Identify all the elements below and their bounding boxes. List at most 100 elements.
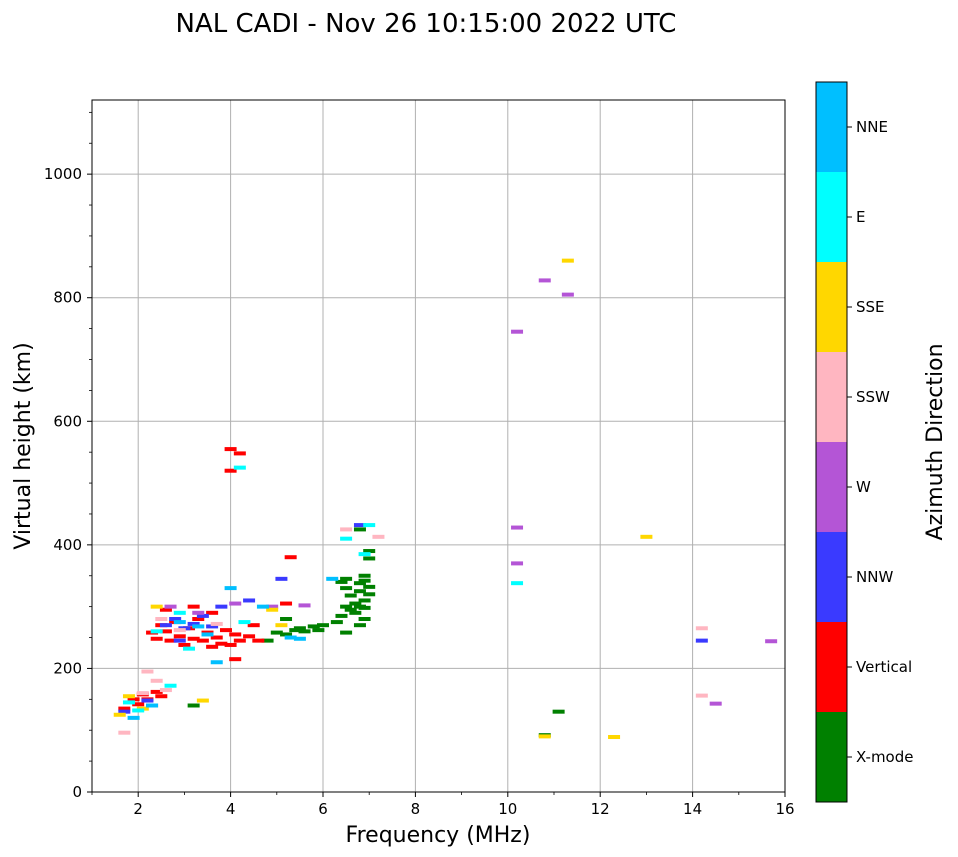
data-point-e [173,610,186,615]
data-point-nne [326,576,339,581]
data-point-x-mode [261,638,274,643]
data-point-nnw [215,604,228,609]
data-points [113,258,778,740]
y-tick-label: 1000 [44,165,82,183]
colorbar-tick-label: NNE [856,118,888,136]
data-point-w [765,639,778,644]
data-point-sse [113,712,126,717]
data-point-x-mode [349,610,362,615]
data-point-vertical [229,632,242,637]
data-point-x-mode [353,581,366,586]
data-point-vertical [132,702,145,707]
data-point-ssw [173,628,186,633]
data-point-nne [210,660,223,665]
data-point-nnw [196,613,209,618]
colorbar-label: Azimuth Direction [923,343,948,540]
colorbar-tick-label: E [856,208,865,226]
data-point-x-mode [280,617,293,621]
data-point-sse [538,734,551,739]
data-point-x-mode [358,605,371,610]
colorbar: X-mode Vertical NNW W SSW SSE E NNE [815,81,913,803]
data-point-vertical [192,617,205,621]
y-axis-label: Virtual height (km) [11,342,36,549]
data-point-ssw [150,678,163,683]
data-point-ssw [210,621,223,626]
colorbar-segment-vertical [816,622,847,712]
data-point-vertical [150,689,163,694]
data-point-sse [122,694,135,699]
data-point-e [363,523,376,528]
data-point-sse [275,623,288,628]
data-point-e [150,629,163,634]
chart-title: NAL CADI - Nov 26 10:15:00 2022 UTC [176,9,677,39]
data-point-vertical [173,634,186,639]
data-point-w [266,604,279,609]
data-point-e [340,536,353,541]
colorbar-tick-label: Vertical [856,658,912,676]
data-point-nnw [243,598,256,603]
data-point-vertical [178,642,191,647]
data-point-w [561,292,574,297]
colorbar-frame [815,81,848,803]
data-point-x-mode [358,617,371,621]
x-tick-label: 2 [133,800,143,818]
data-point-vertical [233,451,246,456]
data-point-vertical [159,607,172,612]
data-point-x-mode [330,620,343,625]
data-point-x-mode [335,613,348,618]
data-point-x-mode [353,527,366,532]
data-point-vertical [155,694,168,699]
x-tick-label: 16 [775,800,794,818]
data-point-x-mode [340,586,353,591]
data-point-e [122,700,135,705]
data-point-ssw [141,669,154,674]
data-point-nne [224,586,237,591]
data-point-vertical [159,629,172,634]
data-point-x-mode [335,579,348,584]
data-point-x-mode [353,589,366,594]
data-point-x-mode [358,598,371,603]
data-point-sse [608,735,621,740]
data-point-x-mode [307,624,320,629]
data-point-nnw [275,576,288,581]
data-point-vertical [150,636,163,641]
data-point-w [298,603,311,608]
data-point-e [358,552,371,557]
data-point-vertical [187,636,200,641]
data-point-vertical [224,468,237,473]
data-point-ssw [159,688,172,693]
data-point-x-mode [317,623,329,628]
data-point-x-mode [312,628,325,633]
data-point-vertical [284,555,297,560]
data-point-vertical [206,610,219,615]
data-point-nnw [159,623,172,628]
data-point-w [229,601,242,606]
data-point-nnw [141,698,154,703]
y-tick-label: 400 [53,536,82,554]
data-point-w [164,604,177,609]
data-point-nnw [206,624,219,629]
data-point-nnw [118,709,131,714]
data-point-e [164,683,177,688]
data-point-nne [293,636,306,641]
data-point-vertical [280,601,293,606]
data-point-vertical [187,604,200,609]
x-tick-label: 4 [226,800,236,818]
data-point-x-mode [363,549,376,554]
data-point-nne [284,635,297,640]
data-point-x-mode [298,629,311,634]
data-point-x-mode [358,573,371,578]
x-tick-label: 6 [318,800,328,818]
data-point-vertical [247,623,260,628]
x-axis-ticks: 2 4 6 8 10 12 14 16 [91,792,795,818]
data-point-x-mode [349,601,362,606]
data-point-vertical [210,635,223,640]
colorbar-tick-label: W [856,478,871,496]
data-point-w [192,610,205,615]
data-point-nnw [173,638,186,643]
data-point-ssw [155,617,168,621]
colorbar-tick-label: SSW [856,388,890,406]
data-point-x-mode [358,578,371,583]
data-point-x-mode [340,630,353,635]
data-point-vertical [252,638,265,643]
